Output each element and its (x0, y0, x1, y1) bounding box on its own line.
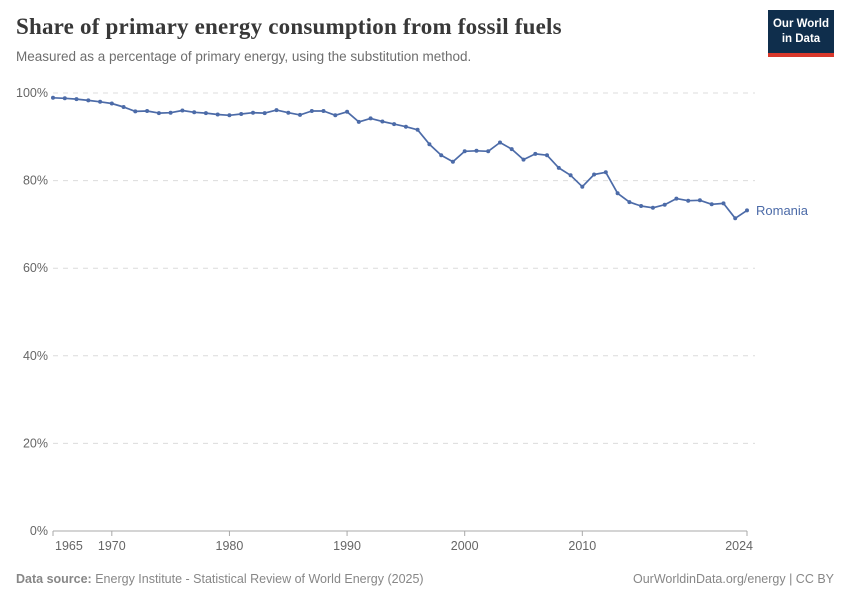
data-point[interactable] (392, 122, 397, 127)
series-label-romania[interactable]: Romania (756, 203, 809, 218)
data-point[interactable] (545, 153, 549, 158)
data-point[interactable] (109, 101, 114, 106)
data-point[interactable] (674, 196, 679, 201)
data-point[interactable] (168, 110, 173, 115)
data-point[interactable] (156, 111, 161, 116)
data-source-text: Energy Institute - Statistical Review of… (91, 572, 424, 586)
data-point[interactable] (286, 110, 291, 115)
data-point[interactable] (356, 119, 361, 124)
owid-logo-line1: Our World (772, 18, 829, 30)
owid-credit-link[interactable]: OurWorldinData.org/energy | CC BY (632, 572, 834, 586)
data-point[interactable] (450, 159, 455, 164)
data-point[interactable] (639, 204, 644, 208)
data-point[interactable] (309, 109, 314, 113)
data-point[interactable] (650, 205, 655, 210)
data-point[interactable] (474, 148, 479, 153)
data-point[interactable] (86, 98, 91, 103)
owid-logo-line2: in Data (781, 32, 821, 45)
page-subtitle: Measured as a percentage of primary ener… (16, 49, 472, 64)
data-source-label: Data source: (16, 572, 92, 586)
x-axis-tick-label: 1970 (98, 539, 126, 553)
x-axis-tick-label: 2024 (725, 539, 753, 553)
data-point[interactable] (592, 172, 597, 177)
data-point[interactable] (133, 109, 138, 114)
data-point[interactable] (615, 191, 620, 196)
data-point[interactable] (568, 173, 573, 178)
data-point[interactable] (368, 116, 373, 121)
x-axis-tick-label: 1990 (333, 539, 361, 553)
data-point[interactable] (227, 113, 232, 118)
x-axis-tick-label: 2000 (451, 539, 479, 553)
x-axis-tick-label: 1980 (216, 539, 244, 553)
y-axis-tick-label: 0% (30, 524, 48, 538)
data-point[interactable] (533, 151, 538, 156)
data-point[interactable] (697, 198, 702, 203)
data-point[interactable] (403, 124, 408, 129)
page-title: Share of primary energy consumption from… (16, 14, 562, 39)
data-point[interactable] (345, 109, 350, 114)
data-point[interactable] (486, 149, 491, 154)
data-source-note: Data source: Energy Institute - Statisti… (16, 572, 424, 586)
y-axis-tick-label: 100% (16, 86, 48, 100)
data-point[interactable] (662, 202, 667, 207)
data-point[interactable] (74, 97, 79, 102)
chart-header: Share of primary energy consumption from… (16, 14, 754, 64)
data-point[interactable] (321, 109, 326, 113)
data-point[interactable] (203, 111, 208, 116)
data-point[interactable] (98, 99, 103, 104)
data-point[interactable] (603, 170, 608, 175)
data-point[interactable] (745, 208, 749, 213)
y-axis-tick-label: 60% (23, 261, 48, 275)
data-point[interactable] (180, 108, 185, 113)
data-point[interactable] (427, 142, 432, 147)
x-axis-tick-label: 2010 (568, 539, 596, 553)
x-axis-tick-label: 1965 (55, 539, 83, 553)
y-axis-tick-label: 80% (23, 174, 48, 188)
data-point[interactable] (439, 153, 444, 158)
data-point[interactable] (333, 113, 338, 118)
chart-footer: Data source: Energy Institute - Statisti… (16, 572, 834, 586)
data-point[interactable] (556, 165, 561, 170)
data-point[interactable] (498, 140, 502, 145)
data-point[interactable] (733, 216, 738, 221)
data-point[interactable] (62, 96, 67, 101)
data-point[interactable] (298, 112, 302, 117)
data-point[interactable] (215, 112, 220, 117)
data-point[interactable] (462, 149, 467, 154)
data-point[interactable] (521, 157, 526, 162)
data-point[interactable] (145, 109, 150, 113)
data-point[interactable] (709, 202, 714, 207)
data-point[interactable] (415, 127, 420, 132)
data-point[interactable] (251, 110, 255, 115)
data-point[interactable] (509, 147, 514, 152)
y-axis-tick-label: 40% (23, 349, 48, 363)
data-point[interactable] (239, 112, 244, 116)
data-point[interactable] (51, 95, 55, 100)
data-point[interactable] (274, 108, 279, 113)
owid-logo[interactable]: Our World in Data (768, 10, 834, 57)
data-point[interactable] (721, 201, 726, 206)
data-line-romania[interactable] (52, 96, 748, 220)
data-point[interactable] (121, 105, 126, 109)
data-point[interactable] (627, 200, 632, 205)
data-point[interactable] (380, 119, 385, 124)
data-point[interactable] (686, 198, 691, 203)
y-axis-tick-label: 20% (23, 436, 48, 450)
data-point[interactable] (192, 110, 197, 115)
data-point[interactable] (580, 184, 585, 189)
data-point[interactable] (262, 111, 267, 116)
